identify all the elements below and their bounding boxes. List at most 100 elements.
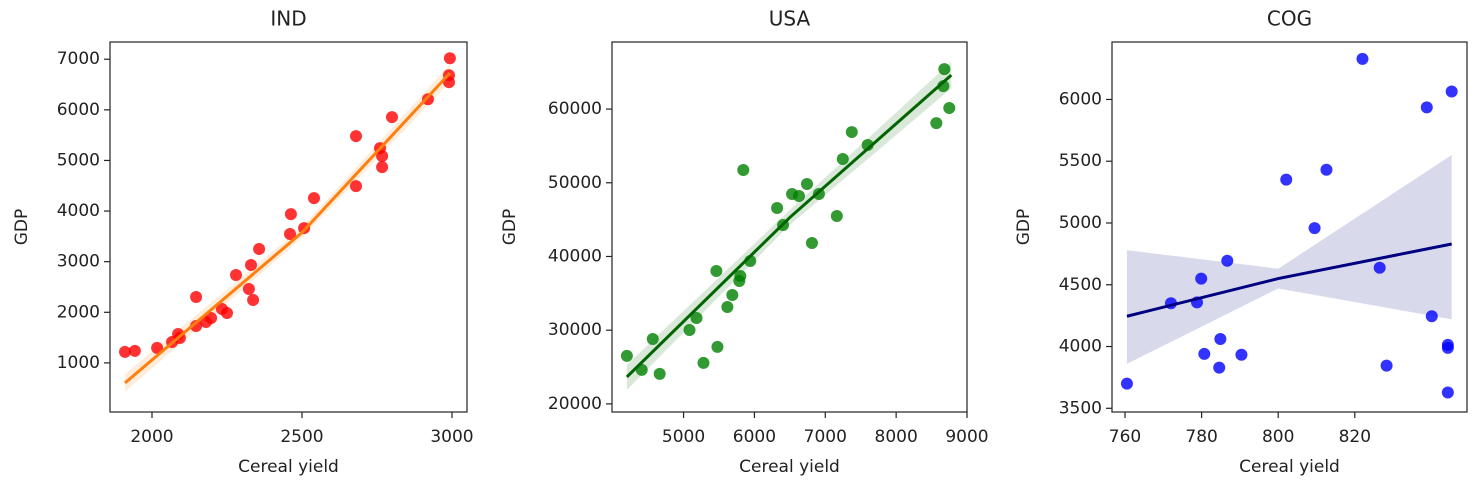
point [1445,85,1458,98]
point [805,236,818,249]
point [792,190,805,203]
confidence-band [125,64,450,392]
point [938,63,951,76]
x-tick-label: 760 [1109,427,1141,447]
y-tick-label: 50000 [548,173,602,193]
x-axis-label: Cereal yield [739,457,840,477]
y-axis-label: GDP [500,209,520,246]
point [683,323,696,336]
point [308,192,320,205]
chart-title: COG [1267,7,1312,31]
y-tick-label: 3500 [1059,398,1102,418]
y-tick-label: 5000 [57,150,100,170]
point [190,319,203,332]
point [721,300,734,313]
point [284,228,296,241]
point [350,180,362,193]
point [1425,310,1438,323]
point [245,259,257,272]
point [1320,163,1333,176]
y-axis-label: GDP [12,209,32,246]
y-tick-label: 5000 [1059,213,1102,233]
point [386,111,398,124]
point [711,340,724,353]
point [726,288,739,301]
y-tick-label: 40000 [548,246,602,266]
point [930,117,943,130]
point [247,293,260,306]
point [119,345,131,358]
regression-line [1126,242,1452,318]
plot-frame [611,41,968,413]
point [242,283,255,296]
point [1198,347,1211,360]
y-axis-label: GDP [1014,209,1034,246]
point [376,161,389,174]
point [1441,341,1454,354]
point [443,52,456,65]
plot-frame [109,41,468,413]
plot-frame [1111,41,1468,413]
x-tick-label: 7000 [804,427,847,447]
point [1195,272,1208,285]
y-tick-label: 6000 [57,100,100,120]
y-tick-label: 4500 [1059,275,1102,295]
point [284,208,297,221]
point [1213,361,1226,374]
point [253,243,266,256]
point [1380,359,1393,372]
point [350,130,362,143]
x-tick-label: 2500 [280,427,323,447]
x-tick-label: 6000 [733,427,776,447]
confidence-band [1126,155,1452,364]
point [646,332,659,345]
point [710,265,723,278]
point [1235,348,1248,361]
x-tick-label: 9000 [945,427,988,447]
x-tick-label: 820 [1339,427,1371,447]
y-tick-label: 5500 [1059,151,1102,171]
point [1356,52,1369,65]
chart-title: USA [769,7,811,31]
point [801,178,814,191]
point [845,126,858,139]
point [690,311,703,324]
y-tick-label: 4000 [57,201,100,221]
regression-line [124,72,451,385]
point [830,210,843,223]
point [1373,261,1386,274]
x-tick-label: 2000 [130,427,173,447]
point [1280,173,1293,186]
point [190,290,203,303]
point [620,349,633,362]
point [1120,377,1133,390]
point [151,341,164,354]
point [737,164,750,177]
x-axis-label: Cereal yield [238,457,339,477]
point [1308,222,1321,235]
y-tick-label: 7000 [57,49,100,69]
point [230,268,242,281]
y-tick-label: 20000 [548,394,602,414]
point [1214,332,1227,345]
x-tick-label: 8000 [875,427,918,447]
y-tick-label: 30000 [548,320,602,340]
x-axis-label: Cereal yield [1239,457,1340,477]
y-tick-label: 3000 [57,252,100,272]
y-tick-label: 6000 [1059,89,1102,109]
y-tick-label: 1000 [57,353,100,373]
point [376,150,389,163]
y-tick-label: 4000 [1059,337,1102,357]
point [836,153,849,166]
x-tick-label: 5000 [662,427,705,447]
y-tick-label: 2000 [57,302,100,322]
point [943,102,956,115]
x-tick-label: 3000 [430,427,473,447]
point [734,269,747,282]
x-tick-label: 800 [1262,427,1294,447]
confidence-band [626,61,952,390]
point [771,201,784,214]
x-tick-label: 780 [1185,427,1217,447]
point [697,356,710,369]
regression-line [625,73,953,378]
